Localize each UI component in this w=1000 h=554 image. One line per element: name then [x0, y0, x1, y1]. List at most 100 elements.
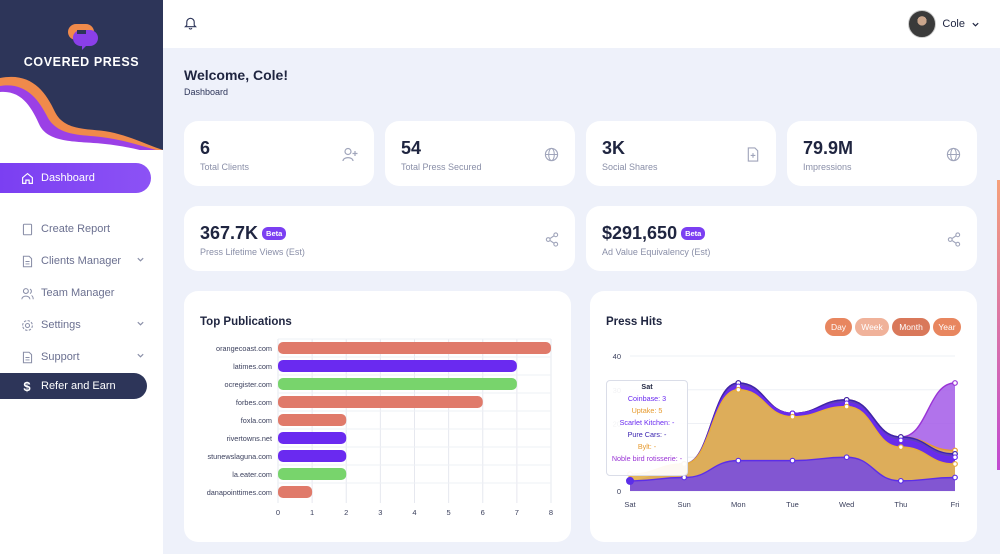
user-name: Cole — [942, 18, 965, 30]
stat-card-impressions: 79.9M Impressions — [787, 121, 977, 186]
data-point — [843, 454, 850, 461]
sidebar-item-label: Create Report — [41, 223, 111, 235]
add-user-icon — [342, 147, 358, 162]
tooltip-line: Uptake: 5 — [631, 406, 663, 415]
sidebar-item-label: Support — [41, 351, 80, 363]
stat-label: Press Lifetime Views (Est) — [200, 247, 305, 257]
bar — [278, 342, 551, 354]
timeframe-day-button[interactable]: Day — [825, 318, 852, 336]
stat-value: $291,650 Beta — [602, 223, 706, 244]
stat-card-total-clients: 6 Total Clients — [184, 121, 374, 186]
sidebar-item-label: Clients Manager — [41, 255, 122, 267]
tooltip-line: Coinbase: 3 — [627, 394, 667, 403]
sidebar-item-team-manager[interactable]: Team Manager — [0, 278, 114, 308]
timeframe-month-button[interactable]: Month — [892, 318, 930, 336]
share-icon[interactable] — [545, 232, 559, 247]
x-tick-label: Sun — [677, 500, 690, 509]
sidebar-item-create-report[interactable]: Create Report — [0, 214, 110, 244]
bar — [278, 396, 483, 408]
brand-name: COVERED PRESS — [23, 55, 140, 69]
x-tick-label: 0 — [276, 508, 280, 517]
chevron-down-icon[interactable] — [136, 255, 145, 264]
sidebar-item-dashboard[interactable]: Dashboard — [0, 163, 151, 193]
sidebar-item-support[interactable]: Support — [0, 342, 163, 372]
avatar[interactable] — [908, 10, 937, 38]
timeframe-week-button[interactable]: Week — [855, 318, 889, 336]
beta-badge: Beta — [681, 227, 706, 240]
stat-label: Total Press Secured — [401, 162, 482, 172]
bar — [278, 486, 313, 498]
home-icon — [19, 170, 35, 186]
stat-card-press-lifetime-views: 367.7K Beta Press Lifetime Views (Est) — [184, 206, 575, 271]
stat-value: 79.9M — [803, 138, 854, 158]
sidebar-item-settings[interactable]: Settings — [0, 310, 163, 340]
data-point — [952, 474, 958, 481]
sidebar-item-clients-manager[interactable]: Clients Manager — [0, 246, 163, 276]
data-point — [897, 444, 904, 451]
user-menu[interactable]: Cole — [908, 10, 980, 38]
category-label: foxla.com — [241, 416, 272, 425]
file-icon — [19, 349, 35, 365]
category-label: orangecoast.com — [216, 344, 272, 353]
bar — [278, 432, 347, 444]
sidebar-item-refer-and-earn[interactable]: $ Refer and Earn — [0, 373, 147, 399]
document-icon — [19, 221, 35, 237]
tooltip-line: Pure Cars: - — [627, 430, 667, 439]
globe-icon — [544, 147, 559, 162]
category-label: danapointtimes.com — [207, 488, 272, 497]
data-point — [735, 386, 742, 393]
timeframe-label: Month — [899, 322, 923, 332]
x-tick-label: 2 — [344, 508, 348, 517]
breadcrumb[interactable]: Dashboard — [184, 87, 229, 97]
timeframe-label: Day — [830, 322, 847, 332]
share-icon[interactable] — [947, 232, 961, 247]
data-point — [789, 413, 796, 420]
bar — [278, 468, 347, 480]
hover-point — [626, 476, 634, 485]
notification-bell-icon[interactable] — [184, 16, 197, 30]
press-hits-chart: 403020100SatSunMonTueWedThuFri — [613, 352, 960, 509]
top-publications-chart: 0 1 2 3 4 5 6 7 8 orangecoast.com latimes.com ocreg… — [207, 338, 553, 517]
stat-value: 6 — [200, 138, 211, 158]
stat-number: 367.7K — [200, 223, 259, 243]
panel-title: Press Hits — [606, 316, 663, 328]
x-tick-label: 5 — [447, 508, 451, 517]
page-edge-gradient — [997, 180, 1000, 470]
brand-header: COVERED PRESS — [0, 0, 163, 150]
page-title: Welcome, Cole! — [184, 67, 288, 83]
x-tick-label: Fri — [951, 500, 960, 509]
logo-icon — [68, 24, 98, 50]
timeframe-year-button[interactable]: Year — [933, 318, 961, 336]
category-label: ocregister.com — [225, 380, 272, 389]
stat-value: 367.7K Beta — [200, 223, 287, 244]
sidebar-item-label: Refer and Earn — [41, 380, 116, 392]
chevron-down-icon[interactable] — [971, 20, 980, 29]
top-bar: Cole — [163, 0, 1000, 48]
chevron-down-icon[interactable] — [136, 319, 145, 328]
sidebar-item-label: Team Manager — [41, 287, 115, 299]
data-point — [897, 437, 904, 444]
x-tick-label: 6 — [481, 508, 485, 517]
sidebar: COVERED PRESS Dashboard Create Report Cl… — [0, 0, 163, 554]
top-publications-panel: Top Publications 0 1 2 3 4 5 6 7 8 orangecoast.co… — [184, 291, 571, 542]
sidebar-item-label: Dashboard — [41, 172, 95, 184]
y-tick-label: 0 — [617, 487, 621, 496]
stat-number: $291,650 — [602, 223, 678, 243]
tooltip-line: Scarlet Kitchen: - — [619, 418, 675, 427]
dollar-icon: $ — [23, 378, 31, 394]
x-tick-label: 3 — [378, 508, 382, 517]
tooltip-title: Sat — [641, 382, 653, 391]
stat-label: Total Clients — [200, 162, 250, 172]
users-icon — [19, 285, 35, 301]
bar — [278, 360, 517, 372]
data-point — [735, 457, 742, 464]
x-tick-label: Thu — [894, 500, 907, 509]
sidebar-item-label: Settings — [41, 319, 81, 331]
x-tick-label: 4 — [412, 508, 416, 517]
chevron-down-icon[interactable] — [136, 351, 145, 360]
stat-label: Ad Value Equivalency (Est) — [602, 247, 711, 257]
data-point — [952, 461, 958, 467]
series-area — [630, 457, 955, 491]
timeframe-label: Week — [861, 322, 883, 332]
x-tick-label: Sat — [624, 500, 636, 509]
